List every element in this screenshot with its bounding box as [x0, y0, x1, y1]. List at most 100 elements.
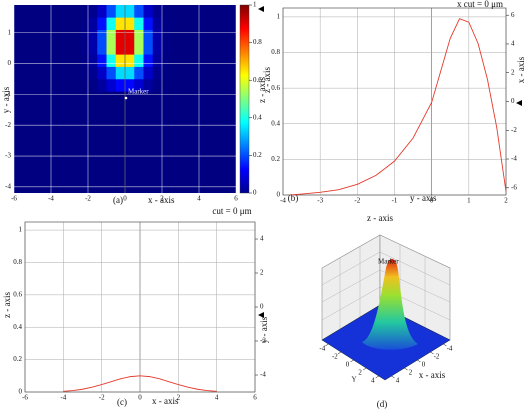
- x-tick-label: -4: [447, 345, 453, 353]
- heat-cell: [88, 54, 98, 67]
- heat-cell: [143, 17, 154, 30]
- y-tick-label: 2: [358, 369, 362, 377]
- y-tick-label: -1: [5, 90, 11, 98]
- heat-cell: [152, 29, 163, 43]
- x-tick-label: -1: [392, 197, 398, 205]
- heat-cell: [78, 5, 89, 18]
- heat-cell: [88, 66, 98, 80]
- colorbar-label: z - axis: [257, 77, 267, 103]
- heat-cell: [143, 5, 154, 18]
- y-tick-label: 1: [8, 28, 12, 36]
- y2-tick-label: 0: [511, 97, 515, 105]
- heat-cell: [125, 5, 135, 18]
- colorbar: [239, 4, 250, 194]
- x-tick-label: -3: [317, 197, 323, 205]
- heat-cell: [97, 17, 107, 30]
- x-tick-label: 0: [430, 197, 434, 205]
- heat-cell: [125, 17, 135, 30]
- plot-frame: [282, 7, 507, 196]
- chart-title: cut = 0 μm: [212, 206, 251, 216]
- x-tick-label: -2: [85, 195, 91, 203]
- heat-cell: [162, 5, 172, 18]
- y-tick-label: 0.8: [13, 258, 22, 266]
- y-tick: [362, 367, 367, 371]
- plot-frame: [24, 221, 256, 393]
- chart-title: x cut = 0 μm: [457, 0, 503, 9]
- y-axis-label: y - axis: [1, 86, 11, 113]
- x-axis-label: y - axis: [410, 193, 437, 203]
- heat-cell: [106, 29, 117, 43]
- y2-tick-label: 2: [511, 68, 515, 76]
- heat-cell: [143, 29, 154, 43]
- y-tick-label: -4: [5, 182, 11, 190]
- heat-cell: [78, 41, 89, 55]
- surface-plot: [321, 234, 451, 381]
- heat-cell: [134, 41, 144, 55]
- heat-cell: [78, 66, 89, 80]
- x-tick: [417, 359, 421, 363]
- marker-arrow: [516, 100, 522, 106]
- x-tick-label: -2: [434, 353, 440, 361]
- x-axis-label: x - axis: [148, 195, 175, 205]
- heat-cell: [125, 41, 135, 55]
- y-axis-label: z - axis: [262, 67, 272, 93]
- x-tick-label: 0: [123, 195, 127, 203]
- x-tick-label: 0: [422, 361, 426, 369]
- heat-cell: [125, 66, 135, 80]
- annotation: Marker: [128, 88, 149, 96]
- heat-cell: [88, 5, 98, 18]
- y-axis-label: z - axis: [2, 292, 12, 318]
- heat-cell: [134, 17, 144, 30]
- heat-cell: [78, 78, 89, 92]
- colorbar-tick-label: 0.4: [253, 113, 262, 121]
- marker-arrow: [258, 6, 264, 12]
- y-tick-label: -2: [5, 121, 11, 129]
- heat-cell: [97, 66, 107, 80]
- y2-tick-label: -4: [511, 155, 517, 163]
- heat-cell: [97, 78, 107, 92]
- heat-cell: [162, 41, 172, 55]
- data-line: [290, 18, 507, 196]
- surface-peak: [362, 258, 418, 350]
- heat-cell: [88, 78, 98, 92]
- y-tick: [350, 359, 354, 363]
- heat-cell: [97, 5, 107, 18]
- heat-cell: [88, 41, 98, 55]
- x-tick-label: 6: [234, 195, 238, 203]
- panel-label: (a): [113, 195, 123, 205]
- heat-cell: [162, 66, 172, 80]
- heat-cell: [134, 54, 144, 67]
- x-tick-label: -4: [60, 394, 66, 402]
- x-tick-label: -6: [11, 195, 17, 203]
- heat-cell: [134, 29, 144, 43]
- heat-cell: [162, 54, 172, 67]
- y-tick-label: -3: [5, 152, 11, 160]
- heat-cell: [88, 17, 98, 30]
- y2-tick-label: 0: [260, 303, 264, 311]
- z-axis-label: z - axis: [367, 213, 393, 223]
- heat-cell: [162, 78, 172, 92]
- y2-tick-label: -6: [511, 183, 517, 191]
- heat-cell: [125, 78, 135, 92]
- x-tick-label: 4: [396, 377, 400, 385]
- heat-cell: [97, 29, 107, 43]
- marker-point: [124, 96, 128, 100]
- heat-cell: [162, 29, 172, 43]
- heat-cell: [97, 41, 107, 55]
- annotation: Marker: [378, 258, 399, 266]
- x-tick: [430, 351, 434, 355]
- heat-cell: [143, 54, 154, 67]
- heat-cell: [115, 5, 126, 18]
- y-tick-label: 4: [371, 377, 375, 385]
- x-tick-label: 4: [215, 394, 219, 402]
- colorbar-tick-label: 1: [253, 1, 257, 9]
- y-tick: [325, 343, 329, 347]
- y-tick-label: -4: [319, 345, 325, 353]
- x-tick-label: 2: [160, 195, 164, 203]
- x-axis-label: x - axis: [152, 396, 179, 406]
- heat-cell: [143, 41, 154, 55]
- y2-tick-label: 6: [511, 11, 515, 19]
- y-tick-label: 0.6: [271, 84, 280, 92]
